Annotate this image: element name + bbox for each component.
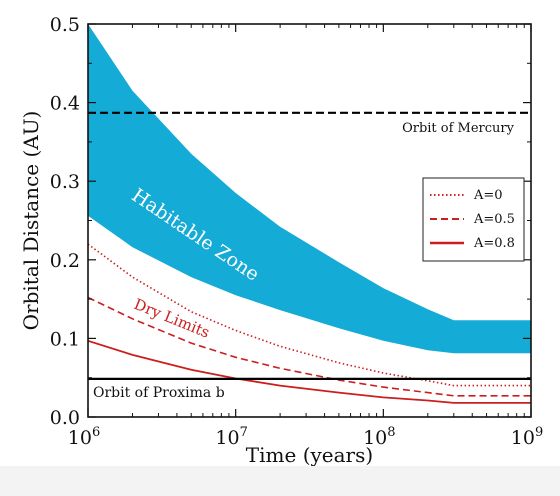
bottom-strip xyxy=(0,466,560,496)
y-tick-label: 0.1 xyxy=(50,328,80,350)
y-tick-label: 0.3 xyxy=(50,171,80,193)
y-tick-label: 0.0 xyxy=(50,407,80,429)
proxima-orbit-label: Orbit of Proxima b xyxy=(93,385,225,401)
x-tick-label: 109 xyxy=(511,425,543,449)
legend-label-a05: A=0.5 xyxy=(473,212,515,227)
x-tick-label: 106 xyxy=(68,425,100,449)
series-line-0 xyxy=(88,243,531,387)
mercury-orbit-label: Orbit of Mercury xyxy=(402,121,515,136)
y-tick-label: 0.4 xyxy=(50,93,80,115)
y-tick-label: 0.5 xyxy=(50,14,80,36)
legend-frame xyxy=(422,177,525,262)
legend-label-a08: A=0.8 xyxy=(473,236,515,251)
x-tick-label: 107 xyxy=(215,425,247,449)
series-line-2 xyxy=(88,339,531,404)
y-tick-label: 0.2 xyxy=(50,250,80,272)
legend-label-a0: A=0 xyxy=(473,188,503,203)
legend: A=0 A=0.5 A=0.8 xyxy=(422,177,525,262)
habitable-zone-band xyxy=(88,24,531,354)
series-line-1 xyxy=(88,296,531,397)
y-axis-title: Orbital Distance (AU) xyxy=(19,111,43,331)
x-axis-title: Time (years) xyxy=(246,443,373,466)
